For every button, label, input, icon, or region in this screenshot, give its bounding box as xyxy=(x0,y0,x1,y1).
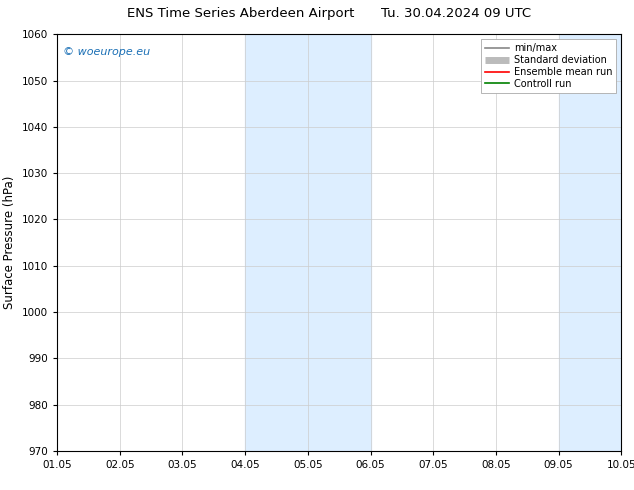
Bar xyxy=(245,34,370,451)
Bar xyxy=(559,34,621,451)
Text: © woeurope.eu: © woeurope.eu xyxy=(63,47,150,57)
Text: ENS Time Series Aberdeen Airport: ENS Time Series Aberdeen Airport xyxy=(127,7,354,21)
Y-axis label: Surface Pressure (hPa): Surface Pressure (hPa) xyxy=(3,176,16,309)
Text: Tu. 30.04.2024 09 UTC: Tu. 30.04.2024 09 UTC xyxy=(382,7,531,21)
Legend: min/max, Standard deviation, Ensemble mean run, Controll run: min/max, Standard deviation, Ensemble me… xyxy=(481,39,616,93)
